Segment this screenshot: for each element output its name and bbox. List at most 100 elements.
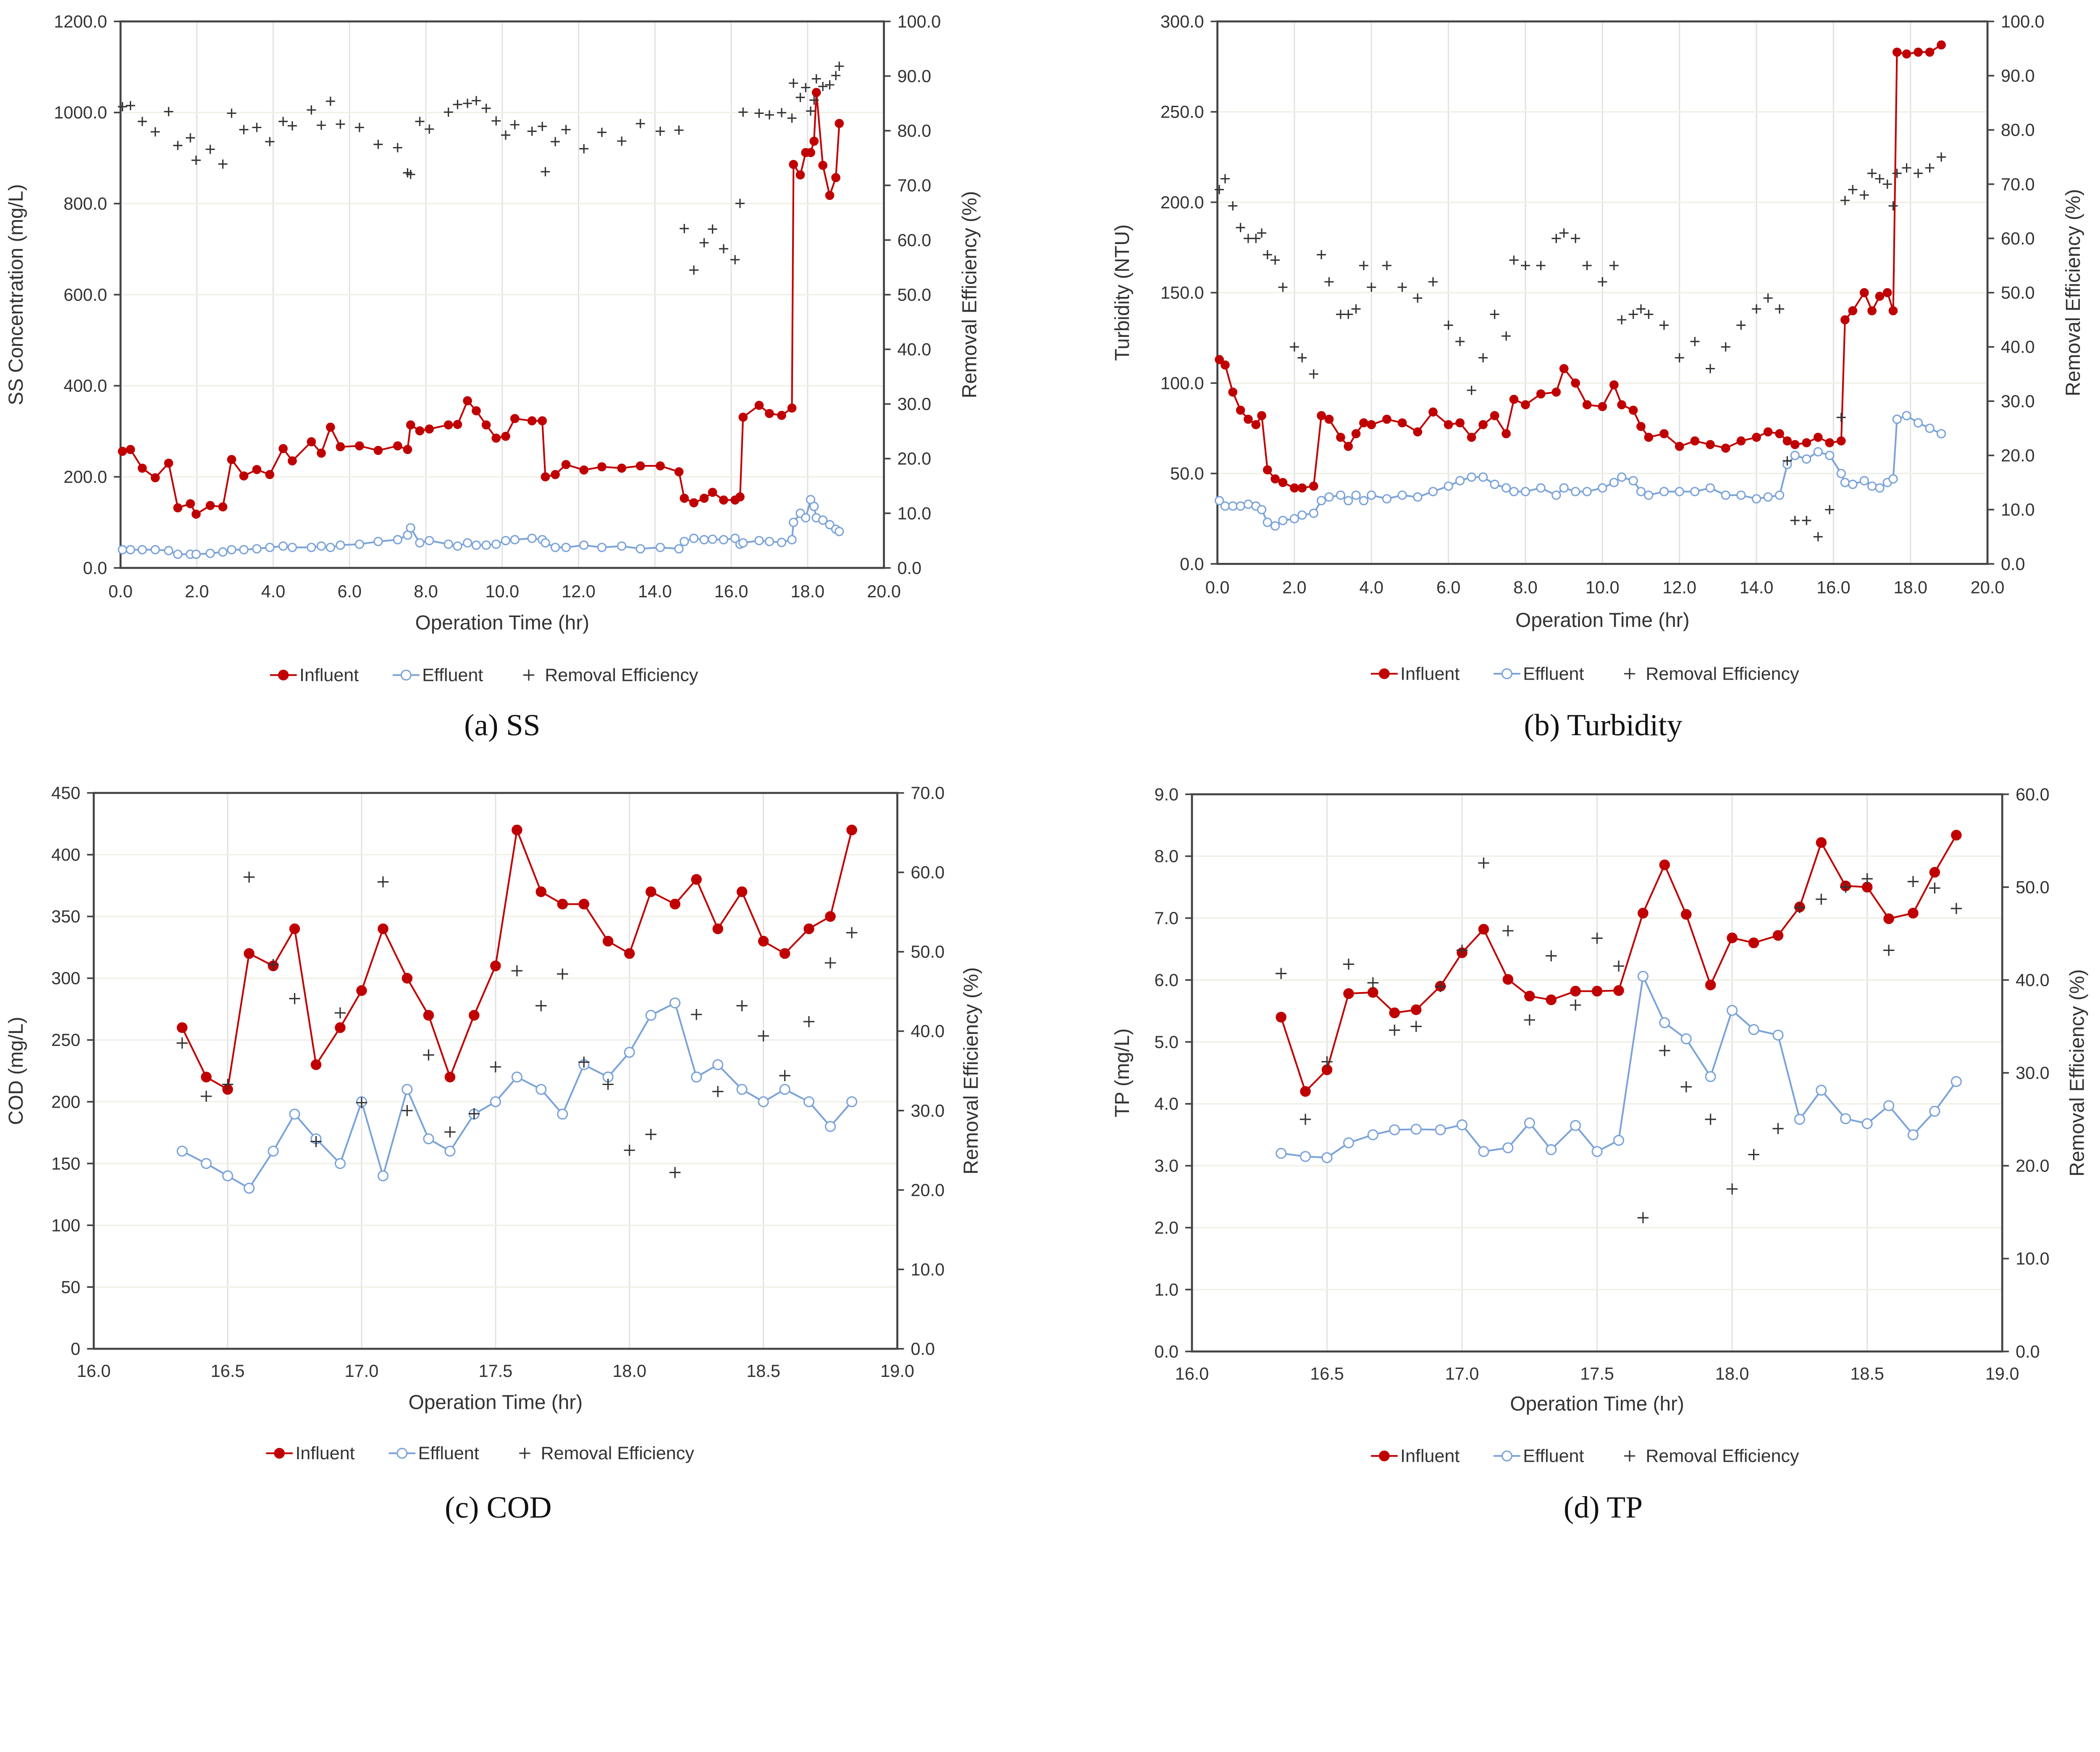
data-point	[393, 535, 402, 544]
data-point	[645, 1010, 656, 1021]
data-point	[1317, 411, 1326, 420]
data-point	[680, 224, 689, 234]
data-point	[1382, 415, 1391, 424]
data-point	[403, 445, 412, 454]
legend-item: Removal Efficiency	[1624, 664, 1799, 684]
y-tick-label: 50	[61, 1277, 80, 1297]
data-point	[377, 1170, 389, 1182]
data-point	[719, 495, 728, 505]
data-point	[764, 110, 774, 120]
data-point	[287, 121, 297, 131]
data-point	[1317, 250, 1326, 260]
data-point	[1929, 1106, 1940, 1117]
data-point	[1251, 420, 1261, 429]
legend-label: Influent	[1400, 1446, 1460, 1466]
data-point	[415, 426, 425, 436]
data-point	[730, 255, 740, 265]
data-point	[1389, 1124, 1400, 1135]
legend-item: Influent	[270, 665, 359, 685]
data-point	[1840, 196, 1850, 205]
data-point	[1937, 152, 1946, 162]
data-point	[602, 935, 614, 947]
series-effluent	[1215, 411, 1946, 531]
y-tick-label: 400	[51, 845, 80, 864]
data-point	[579, 144, 589, 154]
data-point	[186, 499, 195, 509]
data-point	[1925, 163, 1935, 173]
data-point	[1278, 282, 1288, 292]
data-point	[1867, 306, 1877, 315]
data-point	[824, 1121, 836, 1132]
data-point	[200, 1090, 212, 1102]
data-point	[1413, 293, 1423, 303]
data-point	[691, 1072, 702, 1083]
data-point	[1300, 1086, 1311, 1097]
data-point	[1706, 364, 1715, 373]
data-point	[1570, 999, 1581, 1011]
y-tick-label: 0.0	[1155, 1342, 1179, 1361]
y2-tick-label: 0.0	[2016, 1342, 2040, 1361]
data-point	[268, 959, 279, 970]
data-point	[1902, 163, 1911, 173]
data-point	[1794, 902, 1806, 913]
data-point	[825, 520, 835, 530]
data-point	[1617, 315, 1627, 325]
data-point	[1613, 960, 1625, 972]
x-tick-label: 6.0	[1436, 578, 1461, 597]
data-point	[1410, 1021, 1422, 1032]
data-point	[1324, 277, 1334, 286]
data-point	[1775, 429, 1784, 439]
data-point	[1950, 903, 1962, 914]
data-point	[1502, 974, 1514, 985]
data-point	[1228, 201, 1238, 211]
data-point	[423, 1010, 434, 1021]
data-point	[1690, 487, 1700, 496]
data-point	[1848, 479, 1858, 489]
data-point	[1902, 49, 1911, 59]
data-point	[1763, 492, 1773, 502]
data-point	[1455, 336, 1465, 346]
data-point	[754, 536, 764, 546]
legend-item: Removal Efficiency	[523, 665, 698, 685]
data-point	[501, 130, 510, 140]
data-point	[173, 503, 183, 512]
data-point	[1571, 234, 1580, 243]
data-point	[1883, 945, 1895, 956]
data-point	[1559, 483, 1569, 493]
data-point	[835, 527, 844, 536]
data-point	[825, 80, 835, 89]
data-point	[1551, 490, 1561, 500]
y-tick-label: 400.0	[63, 376, 107, 396]
series-line	[181, 827, 853, 1091]
data-point	[1359, 261, 1368, 271]
data-point	[1908, 908, 1919, 919]
y2-tick-label: 100.0	[897, 11, 941, 31]
data-point	[1836, 436, 1846, 446]
data-point	[551, 137, 560, 147]
data-point	[738, 107, 748, 117]
data-point	[491, 433, 501, 443]
data-point	[1617, 472, 1627, 482]
data-point	[173, 549, 183, 559]
data-point	[538, 416, 547, 426]
data-point	[444, 420, 453, 430]
data-point	[265, 137, 275, 147]
data-point	[527, 126, 537, 136]
data-point	[1726, 1183, 1738, 1195]
data-point	[1270, 255, 1280, 265]
data-point	[1888, 306, 1898, 315]
data-point	[1840, 478, 1850, 487]
data-point	[118, 447, 127, 456]
data-point	[1825, 505, 1835, 515]
x-axis-title: Operation Time (hr)	[409, 1392, 583, 1414]
data-point	[536, 886, 547, 897]
data-point	[738, 412, 748, 422]
data-point	[173, 141, 183, 150]
data-point	[1521, 261, 1530, 271]
data-point	[536, 1084, 547, 1095]
data-point	[1628, 405, 1638, 415]
y2-tick-label: 70.0	[2001, 174, 2035, 194]
data-point	[1598, 402, 1607, 411]
data-point	[336, 442, 345, 452]
data-point	[1598, 483, 1607, 493]
